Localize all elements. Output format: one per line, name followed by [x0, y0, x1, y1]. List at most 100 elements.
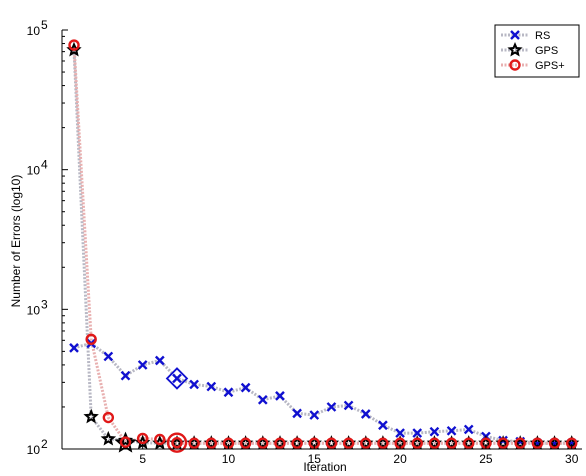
legend-label-gps-plus: GPS+ — [535, 60, 565, 72]
data-point-gps-plus — [239, 437, 252, 449]
legend-label-rs: RS — [535, 30, 550, 42]
data-point-rs — [463, 424, 474, 435]
data-point-gps-plus — [291, 437, 303, 449]
x-axis-title: Iteration — [303, 460, 346, 474]
data-point-rs — [412, 428, 423, 438]
data-point-gps-plus — [188, 437, 200, 449]
highlight-marker-rs — [165, 367, 189, 390]
data-point-rs — [240, 382, 251, 393]
x-marker-stroke — [206, 381, 217, 392]
legend-marker-gps — [507, 41, 523, 57]
data-point-rs — [429, 426, 440, 437]
data-point-rs — [103, 351, 114, 362]
data-point-gps-plus — [68, 39, 80, 51]
data-point-rs — [275, 391, 285, 401]
data-point-rs — [223, 387, 234, 398]
data-point-rs — [326, 402, 337, 412]
data-point-gps — [100, 430, 117, 446]
data-point-rs — [446, 425, 457, 436]
data-point-gps-plus — [136, 432, 149, 445]
data-point-rs — [395, 428, 405, 438]
x-marker-stroke — [463, 424, 474, 435]
data-point-gps-plus — [377, 437, 389, 449]
y-tick-label: 10 — [27, 303, 41, 317]
data-point-gps-plus — [205, 437, 218, 449]
x-marker-stroke — [412, 428, 423, 438]
x-marker-stroke — [103, 351, 114, 362]
x-tick-label: 15 — [308, 452, 322, 466]
series-line-gps-plus — [72, 45, 572, 445]
data-point-gps-plus — [531, 437, 544, 449]
data-point-gps-plus — [85, 333, 97, 346]
x-marker-stroke — [292, 408, 302, 419]
data-point-gps-plus — [257, 437, 269, 449]
x-marker-stroke — [223, 387, 234, 398]
x-marker-stroke — [275, 391, 285, 401]
legend-label-gps: GPS — [535, 45, 558, 57]
data-point-gps-plus — [325, 437, 338, 449]
data-point-gps-plus — [119, 436, 132, 448]
y-tick-label: 10 — [27, 24, 41, 38]
data-point-gps-plus — [463, 437, 475, 449]
x-marker-stroke — [137, 360, 148, 370]
x-marker-stroke — [154, 355, 165, 366]
legend-marker-gps-plus — [509, 59, 521, 71]
highlight-marker-gps-plus — [166, 432, 188, 453]
data-point-gps-plus — [514, 437, 526, 449]
x-marker-stroke — [395, 428, 405, 438]
data-point-gps-plus — [445, 437, 458, 449]
x-marker-stroke — [172, 373, 182, 384]
data-point-rs — [343, 400, 354, 411]
y-tick-exponent: 4 — [41, 158, 48, 172]
data-point-rs — [292, 408, 302, 419]
data-point-rs — [69, 342, 79, 353]
legend: RS GPS GPS+ — [494, 24, 580, 78]
data-point-rs — [120, 370, 131, 381]
data-point-gps-plus — [548, 437, 561, 449]
x-marker-stroke — [240, 382, 251, 393]
x-marker-stroke — [360, 409, 371, 419]
data-point-gps-plus — [102, 411, 115, 424]
y-tick-label: 10 — [27, 443, 41, 457]
data-point-rs — [360, 409, 371, 419]
x-marker-stroke — [326, 402, 337, 412]
x-marker-stroke — [446, 425, 457, 436]
data-point-rs — [206, 381, 217, 392]
x-marker-stroke — [257, 394, 268, 405]
x-marker-stroke — [429, 426, 440, 437]
series-line-gps — [72, 49, 572, 445]
data-point-rs — [189, 379, 199, 390]
x-marker-stroke — [120, 370, 131, 381]
y-tick-label: 10 — [27, 164, 41, 178]
x-marker-stroke — [378, 420, 388, 431]
data-point-gps-plus — [171, 436, 183, 449]
data-point-gps-plus — [342, 437, 355, 449]
data-point-rs — [309, 410, 320, 420]
data-point-gps-plus — [154, 433, 166, 446]
legend-marker-rs — [510, 30, 520, 40]
data-point-rs — [154, 355, 165, 366]
y-tick-exponent: 5 — [41, 18, 48, 32]
x-marker-stroke — [69, 342, 79, 353]
y-axis-title: Number of Errors (log10) — [9, 175, 23, 308]
plot-area — [66, 39, 580, 453]
x-tick-label: 10 — [222, 452, 236, 466]
x-marker-stroke — [309, 410, 320, 420]
data-point-gps-plus — [360, 437, 372, 449]
data-point-gps-plus — [411, 437, 423, 449]
series-line-rs — [73, 341, 572, 445]
y-tick-exponent: 3 — [41, 297, 48, 311]
x-marker-stroke — [189, 379, 199, 390]
data-point-rs — [257, 394, 268, 405]
x-marker-stroke — [510, 30, 520, 40]
data-point-gps — [83, 408, 99, 424]
data-point-gps-plus — [428, 437, 441, 449]
data-point-rs — [137, 360, 148, 370]
y-tick-exponent: 2 — [41, 437, 48, 451]
x-tick-label: 25 — [479, 452, 493, 466]
x-tick-label: 5 — [139, 452, 146, 466]
data-point-gps-plus — [274, 437, 286, 449]
data-point-gps-plus — [497, 437, 509, 449]
